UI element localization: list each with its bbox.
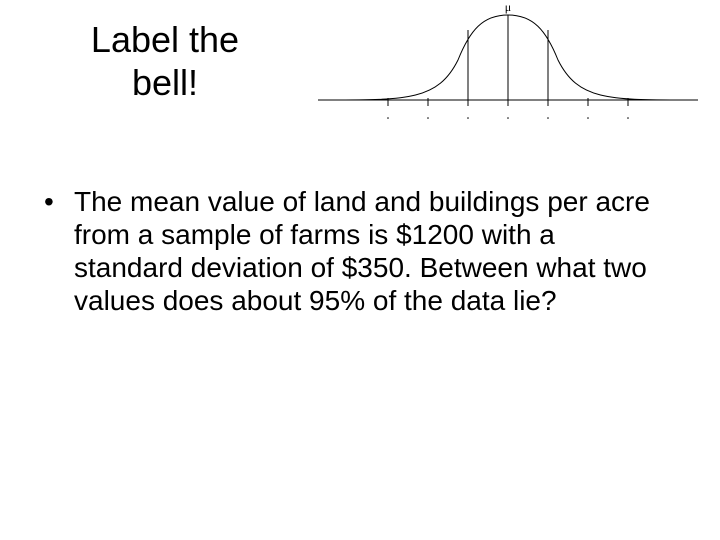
bullet-marker: • [38,185,74,218]
body-text: • The mean value of land and buildings p… [38,185,668,317]
slide: Label the bell! μ • The mean value of la… [0,0,720,540]
bullet-item: • The mean value of land and buildings p… [38,185,668,317]
slide-title: Label the bell! [70,18,260,104]
bell-curve-diagram: μ [308,0,708,140]
svg-text:μ: μ [505,0,511,14]
bell-curve-svg: μ [308,0,708,140]
bullet-text: The mean value of land and buildings per… [74,185,668,317]
